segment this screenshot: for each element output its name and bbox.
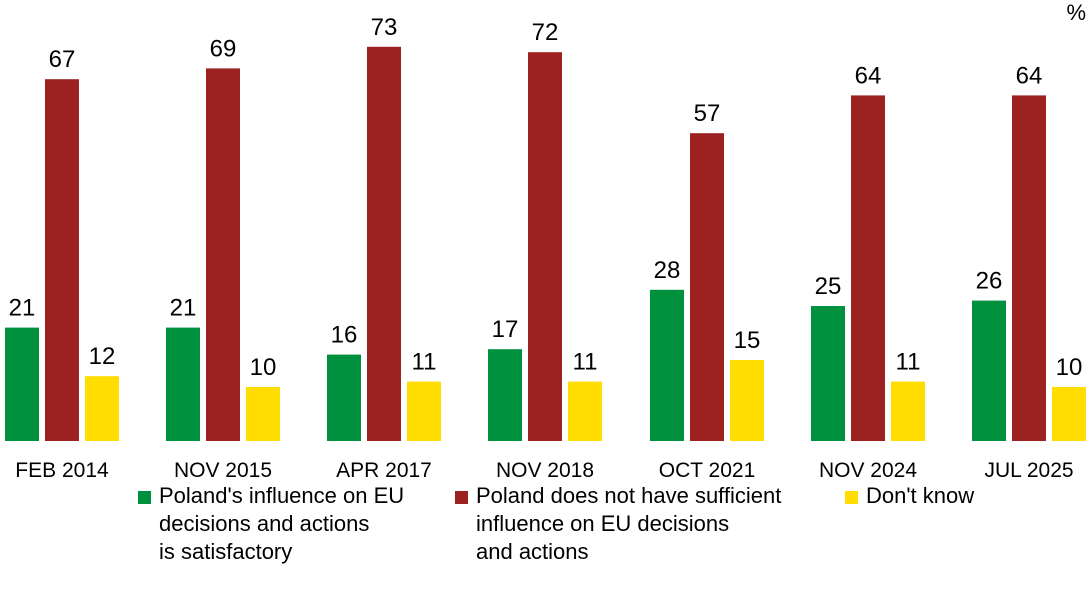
legend-swatch-satisfactory — [138, 491, 151, 504]
data-label-insufficient-nov-2024: 64 — [855, 62, 882, 89]
legend-item-satisfactory: Poland's influence on EU decisions and a… — [138, 482, 404, 566]
data-label-dont-know-nov-2018: 11 — [573, 349, 598, 376]
data-label-insufficient-apr-2017: 73 — [371, 14, 398, 41]
data-label-satisfactory-jul-2025: 26 — [976, 268, 1003, 295]
data-label-insufficient-feb-2014: 67 — [49, 46, 76, 73]
data-label-dont-know-jul-2025: 10 — [1056, 354, 1083, 381]
bar-insufficient-oct-2021 — [690, 133, 724, 441]
data-label-satisfactory-oct-2021: 28 — [654, 257, 681, 284]
data-label-insufficient-nov-2018: 72 — [532, 19, 559, 46]
data-label-satisfactory-apr-2017: 16 — [331, 322, 358, 349]
bar-dont-know-jul-2025 — [1052, 387, 1086, 441]
x-tick-label: FEB 2014 — [15, 459, 109, 482]
x-tick-label: NOV 2015 — [174, 459, 272, 482]
bar-insufficient-nov-2015 — [206, 68, 240, 442]
legend-swatch-dont-know — [845, 491, 858, 504]
data-label-satisfactory-nov-2015: 21 — [170, 295, 197, 322]
data-label-dont-know-nov-2024: 11 — [896, 349, 921, 376]
bar-satisfactory-oct-2021 — [650, 289, 684, 441]
x-tick-label: JUL 2025 — [984, 459, 1073, 482]
unit-label: % — [1066, 0, 1086, 25]
bar-insufficient-nov-2018 — [528, 52, 562, 441]
data-label-insufficient-nov-2015: 69 — [210, 35, 237, 62]
bar-dont-know-oct-2021 — [730, 360, 764, 441]
bar-dont-know-nov-2015 — [246, 387, 280, 441]
bar-satisfactory-apr-2017 — [327, 354, 361, 441]
bar-insufficient-jul-2025 — [1012, 95, 1046, 442]
bar-satisfactory-nov-2024 — [811, 306, 845, 441]
x-tick-label: APR 2017 — [336, 459, 432, 482]
legend-label-insufficient: Poland does not have sufficient influenc… — [476, 483, 782, 564]
legend-swatch-insufficient — [455, 491, 468, 504]
x-tick-label: OCT 2021 — [659, 459, 756, 482]
bar-dont-know-nov-2024 — [891, 381, 925, 441]
data-label-dont-know-nov-2015: 10 — [250, 354, 277, 381]
data-label-insufficient-jul-2025: 64 — [1016, 62, 1043, 89]
chart-legend: Poland's influence on EU decisions and a… — [0, 482, 1092, 592]
data-label-satisfactory-nov-2024: 25 — [815, 273, 842, 300]
bar-satisfactory-jul-2025 — [972, 300, 1006, 441]
data-label-dont-know-feb-2014: 12 — [89, 343, 116, 370]
x-tick-label: NOV 2024 — [819, 459, 917, 482]
bar-insufficient-feb-2014 — [45, 79, 79, 441]
data-label-dont-know-oct-2021: 15 — [734, 327, 761, 354]
bar-dont-know-nov-2018 — [568, 381, 602, 441]
legend-item-dont-know: Don't know — [845, 482, 974, 510]
legend-label-satisfactory: Poland's influence on EU decisions and a… — [159, 483, 405, 564]
bar-satisfactory-feb-2014 — [5, 327, 39, 441]
legend-label-dont-know: Don't know — [866, 483, 975, 508]
bar-satisfactory-nov-2018 — [488, 349, 522, 441]
data-label-dont-know-apr-2017: 11 — [412, 349, 437, 376]
bar-insufficient-nov-2024 — [851, 95, 885, 442]
bar-dont-know-feb-2014 — [85, 376, 119, 441]
data-label-insufficient-oct-2021: 57 — [694, 100, 721, 127]
bar-satisfactory-nov-2015 — [166, 327, 200, 441]
bar-insufficient-apr-2017 — [367, 46, 401, 442]
data-label-satisfactory-nov-2018: 17 — [492, 316, 519, 343]
data-label-satisfactory-feb-2014: 21 — [9, 295, 36, 322]
bar-dont-know-apr-2017 — [407, 381, 441, 441]
legend-item-insufficient: Poland does not have sufficient influenc… — [455, 482, 781, 566]
bar-chart: 21 67 12 FEB 2014 21 69 10 NOV 2015 16 73 11 APR 20… — [5, 14, 1086, 482]
x-tick-label: NOV 2018 — [496, 459, 594, 482]
